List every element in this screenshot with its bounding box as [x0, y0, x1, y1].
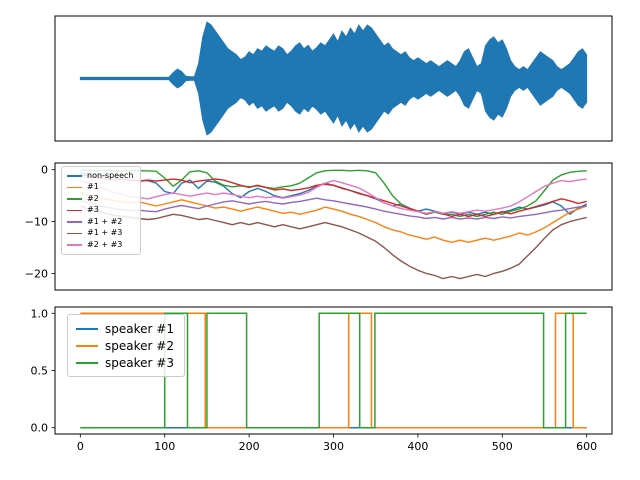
axes-frame [54, 15, 613, 142]
x-tick-label: 0 [77, 440, 84, 453]
legend-entry: #2 + #3 [67, 239, 133, 251]
legend-line-swatch [76, 361, 98, 364]
x-tick-label: 100 [154, 440, 175, 453]
x-tick-label: 600 [576, 440, 597, 453]
legend-line-swatch [67, 175, 82, 177]
legend-entry: #1 + #3 [67, 228, 133, 240]
legend-line-swatch [67, 198, 82, 200]
y-tick-label: −20 [25, 267, 48, 280]
speaker-step-line [80, 312, 587, 429]
legend-label: #2 [87, 193, 99, 203]
probability-line [80, 197, 587, 220]
speaker-legend: speaker #1 speaker #2 speaker #3 [67, 314, 185, 377]
x-tick-label: 300 [323, 440, 344, 453]
legend-label: speaker #3 [105, 355, 174, 370]
legend-label: non-speech [87, 170, 134, 180]
legend-entry: non-speech [67, 170, 133, 182]
x-tick-label: 500 [492, 440, 513, 453]
legend-label: #2 + #3 [87, 239, 123, 249]
axes-frame [54, 306, 613, 435]
legend-line-swatch [76, 344, 98, 347]
legend-line-swatch [67, 232, 82, 234]
speaker-activity-axes: 0 100 200 300 400 500 600 0.0 0.5 1.0 [31, 306, 613, 453]
legend-label: speaker #1 [105, 321, 174, 336]
y-tick-label: 0.0 [31, 422, 49, 435]
legend-label: speaker #2 [105, 338, 174, 353]
legend-label: #1 + #2 [87, 216, 123, 226]
probability-line [80, 191, 587, 243]
legend-line-swatch [67, 209, 82, 211]
x-tick-label: 200 [239, 440, 260, 453]
y-tick-label: 0 [41, 164, 48, 177]
legend-line-swatch [76, 327, 98, 330]
probability-line [80, 172, 588, 215]
audio-waveform-axes [54, 15, 613, 142]
class-log-probabilities-axes: 0 −10 −20 [25, 162, 613, 291]
legend-label: #1 [87, 182, 99, 192]
legend-line-swatch [67, 186, 82, 188]
legend-entry: #3 [67, 205, 133, 217]
x-tick-label: 400 [407, 440, 428, 453]
probability-line [80, 174, 587, 218]
y-tick-label: 1.0 [31, 307, 49, 320]
legend-entry: speaker #3 [76, 354, 174, 371]
y-tick-label: 0.5 [31, 365, 49, 378]
probability-legend: non-speech #1 #2 #3 #1 + #2 #1 + #3 #2 + #3 [61, 166, 142, 255]
probability-line [80, 205, 587, 280]
legend-entry: speaker #2 [76, 337, 174, 354]
legend-line-swatch [67, 244, 82, 246]
legend-entry: #1 + #2 [67, 216, 133, 228]
probability-line [80, 178, 587, 214]
speaker-step-line [80, 312, 587, 429]
legend-entry: #2 [67, 193, 133, 205]
legend-label: #3 [87, 205, 99, 215]
probability-line [80, 169, 587, 218]
waveform-trace [79, 21, 588, 136]
axes-frame [54, 162, 613, 291]
y-tick-label: −10 [25, 216, 48, 229]
legend-line-swatch [67, 221, 82, 223]
legend-label: #1 + #3 [87, 228, 123, 238]
legend-entry: speaker #1 [76, 320, 174, 337]
legend-entry: #1 [67, 182, 133, 194]
